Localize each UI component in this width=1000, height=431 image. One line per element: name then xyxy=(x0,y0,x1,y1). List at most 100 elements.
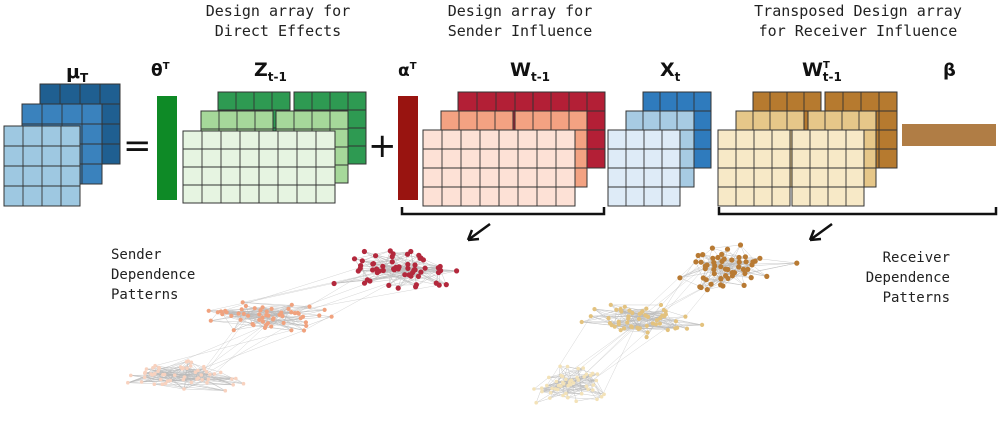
network-node xyxy=(376,268,382,274)
network-node xyxy=(220,312,225,317)
network-node xyxy=(241,311,246,316)
network-edge xyxy=(160,362,192,380)
network-node xyxy=(402,272,408,278)
network-edge xyxy=(751,264,767,277)
network-node xyxy=(742,254,749,260)
receiver-dependence-network-nodes xyxy=(532,242,800,405)
network-node xyxy=(794,260,800,266)
network-node xyxy=(581,366,585,370)
network-node xyxy=(575,375,579,380)
network-node xyxy=(303,320,308,325)
network-node xyxy=(443,282,449,288)
network-edge xyxy=(180,366,207,373)
network-edge xyxy=(586,316,665,387)
network-node xyxy=(556,383,561,388)
network-node xyxy=(673,326,678,331)
network-node xyxy=(200,378,204,382)
network-node xyxy=(143,370,147,375)
network-edge xyxy=(638,265,706,320)
network-node xyxy=(565,364,570,369)
network-edge xyxy=(627,313,640,323)
receiver-patterns-line2: Dependence xyxy=(866,270,950,286)
network-node xyxy=(153,371,157,376)
network-node xyxy=(277,312,282,317)
network-edge xyxy=(206,382,234,386)
network-edge xyxy=(204,318,274,370)
network-node xyxy=(161,372,165,377)
caption-receiver-line2: for Receiver Influence xyxy=(759,22,958,40)
network-node xyxy=(260,319,265,324)
network-node xyxy=(594,378,599,383)
network-edge xyxy=(242,302,310,307)
caption-direct-line1: Design array for xyxy=(206,2,351,20)
network-node xyxy=(757,255,763,261)
network-node xyxy=(532,387,536,391)
network-node xyxy=(748,275,754,281)
network-node xyxy=(609,323,614,328)
network-edge xyxy=(196,316,304,380)
network-node xyxy=(417,255,423,261)
network-edge xyxy=(567,321,677,398)
network-node xyxy=(229,313,234,318)
network-node xyxy=(184,360,189,364)
network-node xyxy=(387,248,393,254)
network-node xyxy=(539,386,544,391)
caption-sender-line2: Sender Influence xyxy=(448,22,593,40)
network-edge xyxy=(679,264,708,279)
network-node xyxy=(205,380,209,385)
network-node xyxy=(202,364,206,369)
network-node xyxy=(564,377,568,382)
symbol-theta: θT xyxy=(151,61,170,81)
network-node xyxy=(661,307,667,313)
network-node xyxy=(574,399,578,404)
network-edge xyxy=(245,305,283,317)
label-receiver-patterns: Receiver Dependence Patterns xyxy=(866,250,950,306)
sender-dependence-network-nodes xyxy=(126,248,460,393)
network-edge xyxy=(721,254,767,277)
network-node xyxy=(329,314,334,319)
network-node xyxy=(698,259,704,265)
network-node xyxy=(238,317,243,322)
network-node xyxy=(645,314,650,319)
network-node xyxy=(715,254,721,261)
network-edge xyxy=(183,374,210,380)
network-edge xyxy=(306,316,332,327)
network-edge xyxy=(259,314,292,331)
network-node xyxy=(719,258,725,264)
network-edge xyxy=(620,308,648,333)
network-node xyxy=(357,265,363,271)
network-node xyxy=(215,310,220,315)
network-edge xyxy=(562,326,633,383)
network-node xyxy=(683,314,688,319)
network-node xyxy=(708,281,714,287)
network-node xyxy=(752,258,758,264)
network-node xyxy=(241,381,246,386)
symbol-z: Zt-1 xyxy=(254,59,287,84)
network-node xyxy=(627,308,632,313)
network-node xyxy=(622,304,627,309)
network-node xyxy=(576,366,580,371)
network-node xyxy=(289,310,294,315)
network-edge xyxy=(706,278,728,280)
network-edge xyxy=(354,250,391,260)
x-layer-front xyxy=(607,129,681,207)
network-node xyxy=(534,400,538,405)
network-node xyxy=(158,377,163,382)
network-edge xyxy=(609,322,648,333)
w-stack2-front xyxy=(498,129,576,207)
network-node xyxy=(408,248,414,255)
network-node xyxy=(718,282,724,288)
network-edge xyxy=(303,270,414,331)
network-node xyxy=(743,259,749,265)
network-node xyxy=(181,366,185,370)
network-node xyxy=(395,285,401,291)
z-stack1-front xyxy=(182,130,260,204)
network-node xyxy=(361,248,367,255)
sender-patterns-line1: Sender xyxy=(111,247,162,263)
network-node xyxy=(736,259,742,265)
network-edge xyxy=(536,389,558,403)
network-node xyxy=(731,270,738,276)
network-node xyxy=(749,262,755,268)
network-node xyxy=(644,323,649,328)
network-node xyxy=(745,266,751,272)
